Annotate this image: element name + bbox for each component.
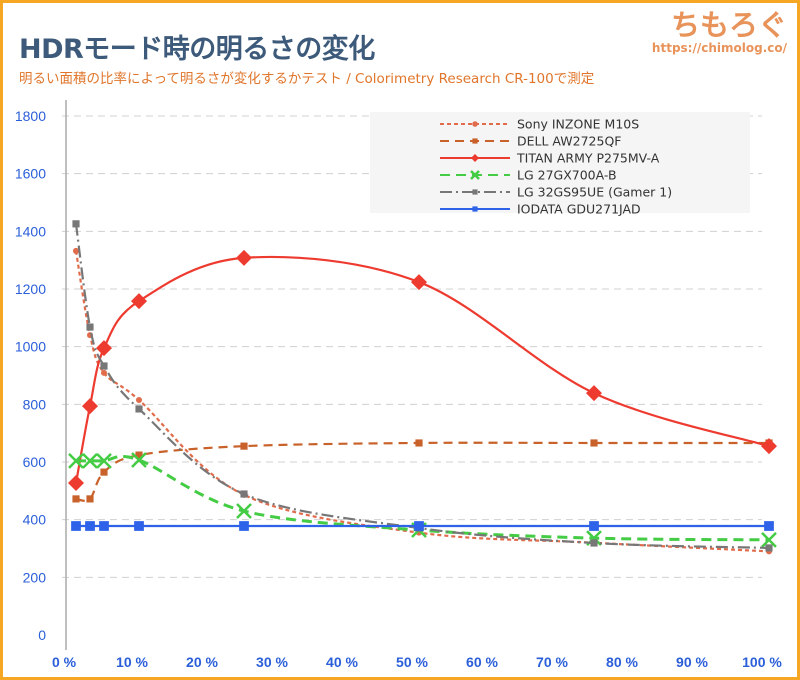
series-lg-27gx700a-b (68, 452, 777, 548)
y-tick-label: 1400 (15, 223, 46, 239)
y-tick-label: 1000 (15, 339, 46, 355)
data-point (239, 521, 249, 531)
data-point (96, 340, 112, 357)
legend-marker (471, 154, 479, 162)
x-tick-label: 100 % (742, 654, 782, 670)
series-line (74, 250, 770, 553)
data-point (100, 468, 108, 476)
y-tick-label: 600 (23, 454, 47, 470)
data-point (99, 521, 109, 531)
series-line (75, 441, 769, 502)
logo: ちもろぐ https://chimolog.co/ (652, 9, 787, 55)
legend-marker (472, 206, 478, 212)
data-point (131, 293, 147, 310)
x-tick-label: 20 % (186, 654, 218, 670)
data-point (72, 220, 80, 228)
legend-label: TITAN ARMY P275MV-A (516, 151, 660, 166)
data-point (236, 249, 252, 266)
data-point (86, 323, 94, 331)
data-point (590, 539, 598, 547)
data-point (86, 495, 94, 503)
x-tick-label: 30 % (256, 654, 288, 670)
y-tick-label: 800 (23, 396, 47, 412)
series-lg-32gs95ue-gamer-1- (72, 220, 773, 552)
data-point (135, 405, 143, 413)
series-line (74, 223, 770, 550)
y-tick-label: 200 (23, 569, 47, 585)
data-point (100, 369, 108, 376)
y-tick-label: 1600 (15, 166, 46, 182)
data-point (590, 439, 598, 447)
data-point (415, 439, 423, 447)
y-tick-label: 0 (38, 627, 46, 643)
data-point (135, 396, 143, 404)
data-point (586, 385, 602, 402)
legend-label: Sony INZONE M10S (517, 117, 639, 132)
legend: Sony INZONE M10S DELL AW2725QF TITAN ARMY … (370, 112, 750, 217)
data-point (82, 452, 98, 469)
legend-marker (470, 170, 480, 180)
x-tick-label: 10 % (116, 654, 148, 670)
data-point (135, 451, 143, 459)
data-point (68, 452, 84, 469)
data-point (411, 274, 427, 291)
data-point (414, 521, 424, 531)
data-point (71, 521, 81, 531)
y-tick-label: 400 (23, 512, 47, 528)
legend-box (370, 112, 750, 213)
x-tick-label: 50 % (396, 654, 428, 670)
data-point (72, 495, 80, 503)
data-point (240, 442, 248, 450)
data-point (85, 521, 95, 531)
data-point (236, 503, 252, 519)
legend-label: DELL AW2725QF (517, 134, 622, 149)
legend-marker (472, 138, 478, 144)
page-title: HDRモード時の明るさの変化 (19, 34, 375, 65)
data-point (72, 247, 80, 254)
data-point (761, 438, 777, 455)
data-point (589, 521, 599, 531)
logo-text: ちもろぐ (670, 8, 787, 42)
series-dell-aw2725qf (72, 439, 773, 503)
x-tick-label: 70 % (536, 654, 568, 670)
x-tick-label: 40 % (326, 654, 358, 670)
y-tick-label: 1200 (15, 281, 46, 297)
data-point (68, 475, 84, 492)
data-point (764, 521, 774, 531)
data-point (82, 398, 98, 415)
x-tick-label: 0 % (52, 654, 77, 670)
data-point (131, 452, 147, 468)
chart-subtitle: 明るい面積の比率によって明るさが変化するかテスト / Colorimetry R… (19, 71, 595, 87)
series-titan-army-p275mv-a (68, 249, 777, 492)
legend-label: LG 32GS95UE (Gamer 1) (517, 185, 672, 200)
data-point (134, 521, 144, 531)
data-point (100, 362, 108, 370)
x-tick-label: 80 % (606, 654, 638, 670)
legend-marker (472, 121, 478, 127)
legend-label: LG 27GX700A-B (517, 168, 617, 183)
data-point (96, 452, 112, 469)
legend-marker (472, 189, 478, 195)
data-point (765, 544, 773, 552)
data-point (240, 490, 248, 498)
y-tick-label: 1800 (15, 108, 46, 124)
legend-label: IODATA GDU271JAD (517, 202, 641, 217)
logo-url: https://chimolog.co/ (651, 41, 787, 55)
series-iodata-gdu271jad (71, 521, 774, 531)
series-sony-inzone-m10s (72, 247, 773, 555)
x-tick-label: 90 % (676, 654, 708, 670)
x-tick-label: 60 % (466, 654, 498, 670)
data-point (761, 531, 777, 548)
